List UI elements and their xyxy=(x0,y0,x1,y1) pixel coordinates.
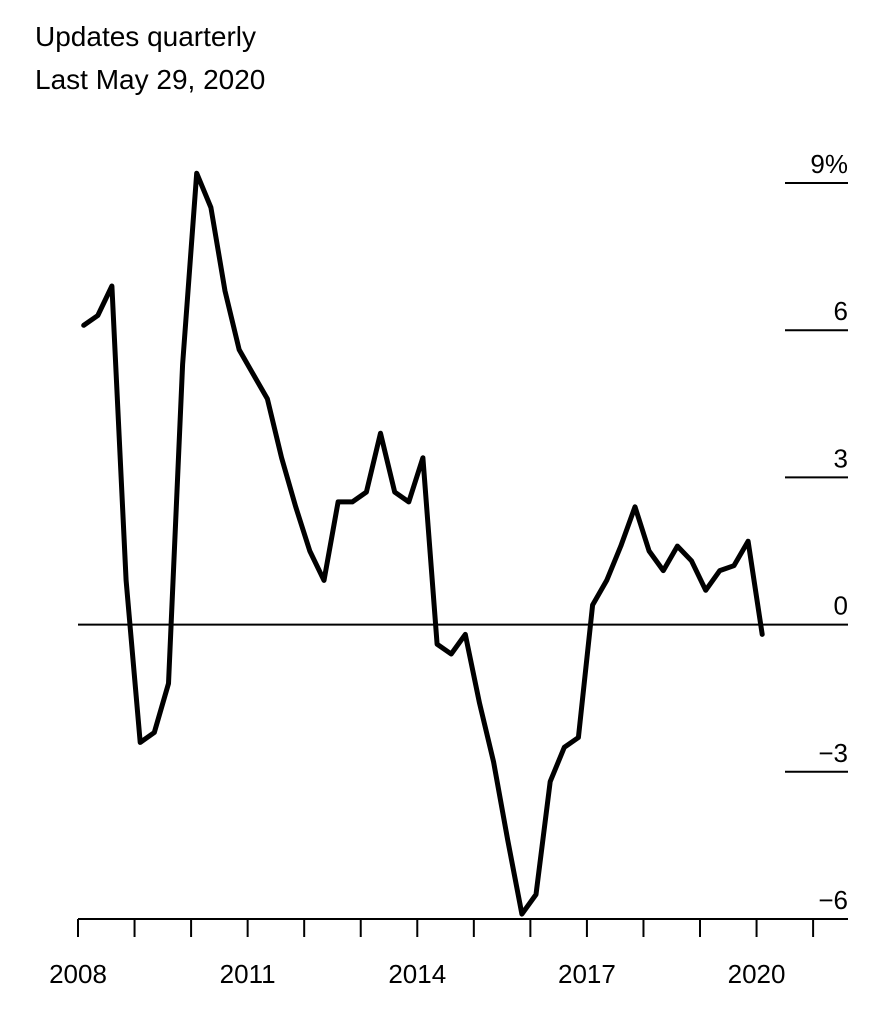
x-tick-label: 2008 xyxy=(49,959,107,989)
y-tick-label: 3 xyxy=(834,443,848,473)
x-tick-label: 2017 xyxy=(558,959,616,989)
y-tick-label: −6 xyxy=(818,885,848,915)
y-tick-label: 0 xyxy=(834,591,848,621)
y-axis: 9% 6 3 0 −3 −6 xyxy=(785,149,848,915)
y-tick-label: −3 xyxy=(818,738,848,768)
x-tick-label: 2014 xyxy=(388,959,446,989)
y-tick-label: 6 xyxy=(834,296,848,326)
chart-subtitle-last-updated: Last May 29, 2020 xyxy=(35,64,266,95)
chart-subtitle-frequency: Updates quarterly xyxy=(35,21,257,52)
series-line xyxy=(81,170,765,917)
x-tick-label: 2011 xyxy=(220,959,276,989)
y-tick-label: 9% xyxy=(810,149,848,179)
x-axis: 2008 2011 2014 2017 2020 xyxy=(49,918,848,989)
x-tick-label: 2020 xyxy=(728,959,786,989)
